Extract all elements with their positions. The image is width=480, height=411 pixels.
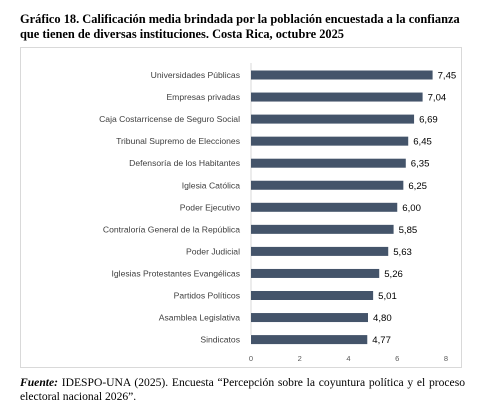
bar bbox=[251, 291, 374, 300]
data-label: 7,45 bbox=[438, 71, 457, 82]
category-label: Asamblea Legislativa bbox=[159, 313, 240, 323]
data-label: 6,35 bbox=[411, 159, 430, 170]
x-tick-label: 2 bbox=[298, 354, 302, 363]
source-label: Fuente: bbox=[20, 376, 59, 389]
data-label: 5,85 bbox=[399, 225, 418, 236]
data-label: 7,04 bbox=[428, 93, 447, 104]
bar bbox=[251, 136, 409, 146]
category-label: Sindicatos bbox=[200, 335, 240, 345]
bar bbox=[251, 92, 423, 102]
bar bbox=[251, 246, 389, 256]
category-label: Poder Judicial bbox=[186, 246, 240, 256]
bar bbox=[251, 202, 398, 212]
category-label: Iglesias Protestantes Evangélicas bbox=[112, 268, 241, 278]
data-label: 4,77 bbox=[372, 335, 391, 346]
data-label: 5,01 bbox=[378, 291, 397, 302]
bar bbox=[251, 268, 380, 278]
source-note: Fuente: IDESPO-UNA (2025). Encuesta “Per… bbox=[20, 376, 465, 403]
category-label: Caja Costarricense de Seguro Social bbox=[99, 114, 240, 124]
category-label: Poder Ejecutivo bbox=[180, 202, 240, 212]
source-text: IDESPO-UNA (2025). Encuesta “Percepción … bbox=[20, 376, 465, 403]
data-label: 6,00 bbox=[402, 203, 421, 214]
chart-area: Universidades Públicas 7,45 Empresas priva… bbox=[20, 47, 462, 368]
category-label: Iglesia Católica bbox=[182, 180, 240, 190]
category-label: Universidades Públicas bbox=[151, 70, 240, 80]
bar bbox=[251, 180, 404, 190]
x-tick-label: 4 bbox=[346, 354, 350, 363]
category-label: Contraloría General de la República bbox=[103, 224, 240, 234]
data-label: 5,63 bbox=[393, 247, 412, 258]
bar bbox=[251, 313, 368, 323]
data-label: 6,69 bbox=[419, 115, 438, 126]
bar bbox=[251, 158, 406, 168]
bar bbox=[251, 114, 415, 124]
bar bbox=[251, 70, 433, 80]
category-label: Empresas privadas bbox=[166, 92, 240, 102]
category-label: Tribunal Supremo de Elecciones bbox=[116, 136, 240, 146]
x-tick-label: 8 bbox=[444, 354, 448, 363]
data-label: 6,45 bbox=[413, 137, 432, 148]
data-label: 6,25 bbox=[408, 181, 427, 192]
chart-title: Gráfico 18. Calificación media brindada … bbox=[20, 12, 460, 41]
category-label: Defensoría de los Habitantes bbox=[129, 158, 240, 168]
data-label: 5,26 bbox=[384, 269, 403, 280]
bar-chart: Universidades Públicas 7,45 Empresas priva… bbox=[99, 63, 457, 363]
category-label: Partidos Políticos bbox=[174, 291, 240, 301]
x-tick-label: 0 bbox=[249, 354, 253, 363]
x-tick-label: 6 bbox=[395, 354, 399, 363]
bar bbox=[251, 335, 368, 345]
bar bbox=[251, 224, 394, 234]
data-label: 4,80 bbox=[373, 313, 392, 324]
